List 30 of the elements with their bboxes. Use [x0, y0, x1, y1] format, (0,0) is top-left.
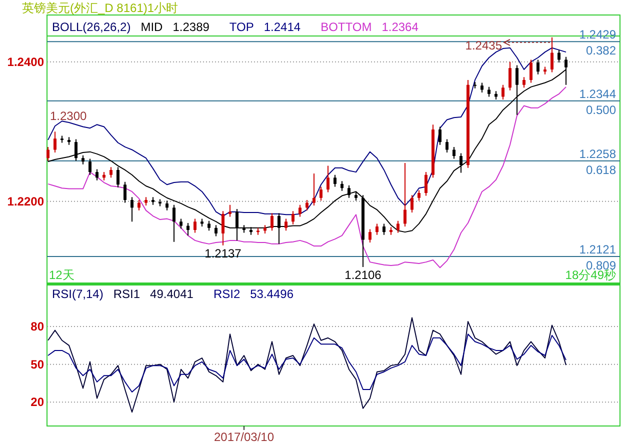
y-tick-label: 20	[30, 395, 44, 410]
annotation: 53.4496	[250, 287, 294, 301]
ref-line-label: 1.2344	[579, 86, 616, 101]
text: RSI1	[113, 287, 140, 301]
legend-title: RSI(7,14)	[52, 287, 104, 301]
text: BOTTOM	[320, 20, 372, 34]
ref-line-label: 1.2258	[579, 146, 616, 161]
annotation: 0.618	[586, 162, 616, 177]
text: RSI2	[213, 287, 240, 301]
legend-title: BOLL(26,26,2)	[52, 20, 131, 34]
y-tick-label: 80	[30, 320, 44, 334]
y-tick-label: 1.2400	[7, 54, 44, 69]
annotation: 18分49秒	[565, 268, 616, 282]
annotation: 49.4041	[150, 287, 194, 301]
annotation: 0.500	[586, 102, 616, 117]
annotation: 1.2300	[50, 109, 88, 123]
y-tick-label: 50	[30, 357, 44, 372]
text: MID	[140, 20, 164, 34]
chart-title: 英镑美元(外汇_D 8161)1小时	[22, 1, 178, 15]
text: TOP	[229, 20, 254, 34]
annotation: 12天	[49, 268, 74, 282]
x-tick-label: 2017/03/10	[214, 430, 274, 443]
annotation: 1.2435	[465, 38, 502, 52]
ref-line-label: 1.2121	[579, 242, 616, 256]
annotation: 0.382	[586, 44, 616, 58]
text: 1.2389	[172, 20, 210, 34]
text: 1.2414	[264, 20, 301, 34]
annotation: 1.2106	[344, 268, 382, 282]
text: 1.2364	[382, 20, 419, 34]
y-tick-label: 1.2200	[7, 194, 44, 208]
